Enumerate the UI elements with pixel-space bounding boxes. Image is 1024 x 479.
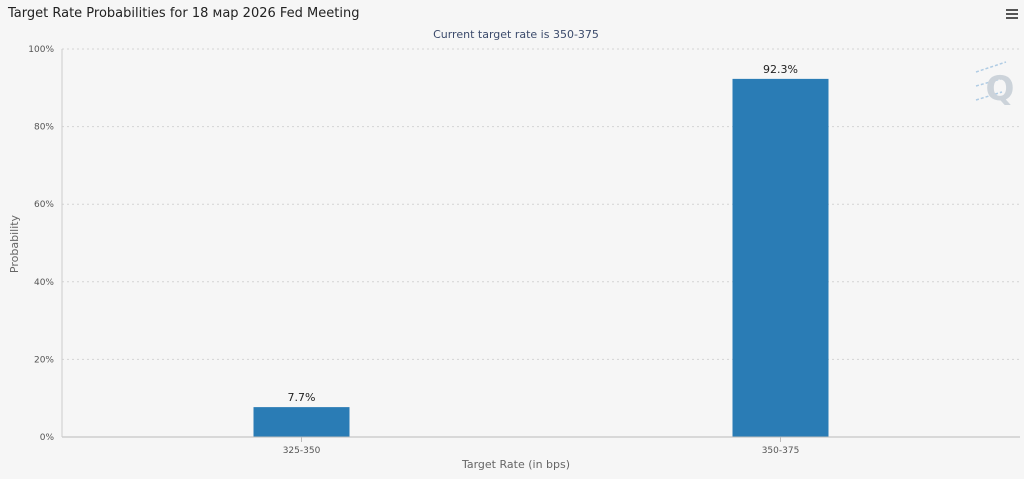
data-label-325-350: 7.7% xyxy=(288,391,316,404)
watermark-logo: Q xyxy=(975,61,1015,109)
x-axis-ticks: 325-350 350-375 xyxy=(283,437,800,456)
bar-350-375[interactable] xyxy=(732,78,829,437)
y-tick-label: 60% xyxy=(34,200,54,210)
grid-lines xyxy=(62,48,1020,360)
svg-text:Q: Q xyxy=(986,69,1015,109)
y-tick-label: 20% xyxy=(34,355,54,365)
y-tick-label: 80% xyxy=(34,123,54,133)
y-axis-title: Probability xyxy=(8,214,21,273)
chart-title: Target Rate Probabilities for 18 мар 202… xyxy=(8,6,360,21)
x-tick-label: 325-350 xyxy=(283,446,321,456)
data-labels: 7.7% 92.3% xyxy=(288,63,798,404)
data-label-350-375: 92.3% xyxy=(763,63,798,76)
y-tick-label: 0% xyxy=(40,433,55,443)
chart-subtitle: Current target rate is 350-375 xyxy=(433,28,599,41)
bars xyxy=(253,78,829,437)
y-tick-label: 40% xyxy=(34,278,54,288)
x-axis-title: Target Rate (in bps) xyxy=(461,458,570,471)
x-tick-label: 350-375 xyxy=(762,446,800,456)
y-tick-label: 100% xyxy=(28,45,54,55)
y-axis-ticks: 0% 20% 40% 60% 80% 100% xyxy=(28,45,54,443)
bar-325-350[interactable] xyxy=(253,407,350,437)
hamburger-menu-icon[interactable] xyxy=(1006,9,1018,19)
